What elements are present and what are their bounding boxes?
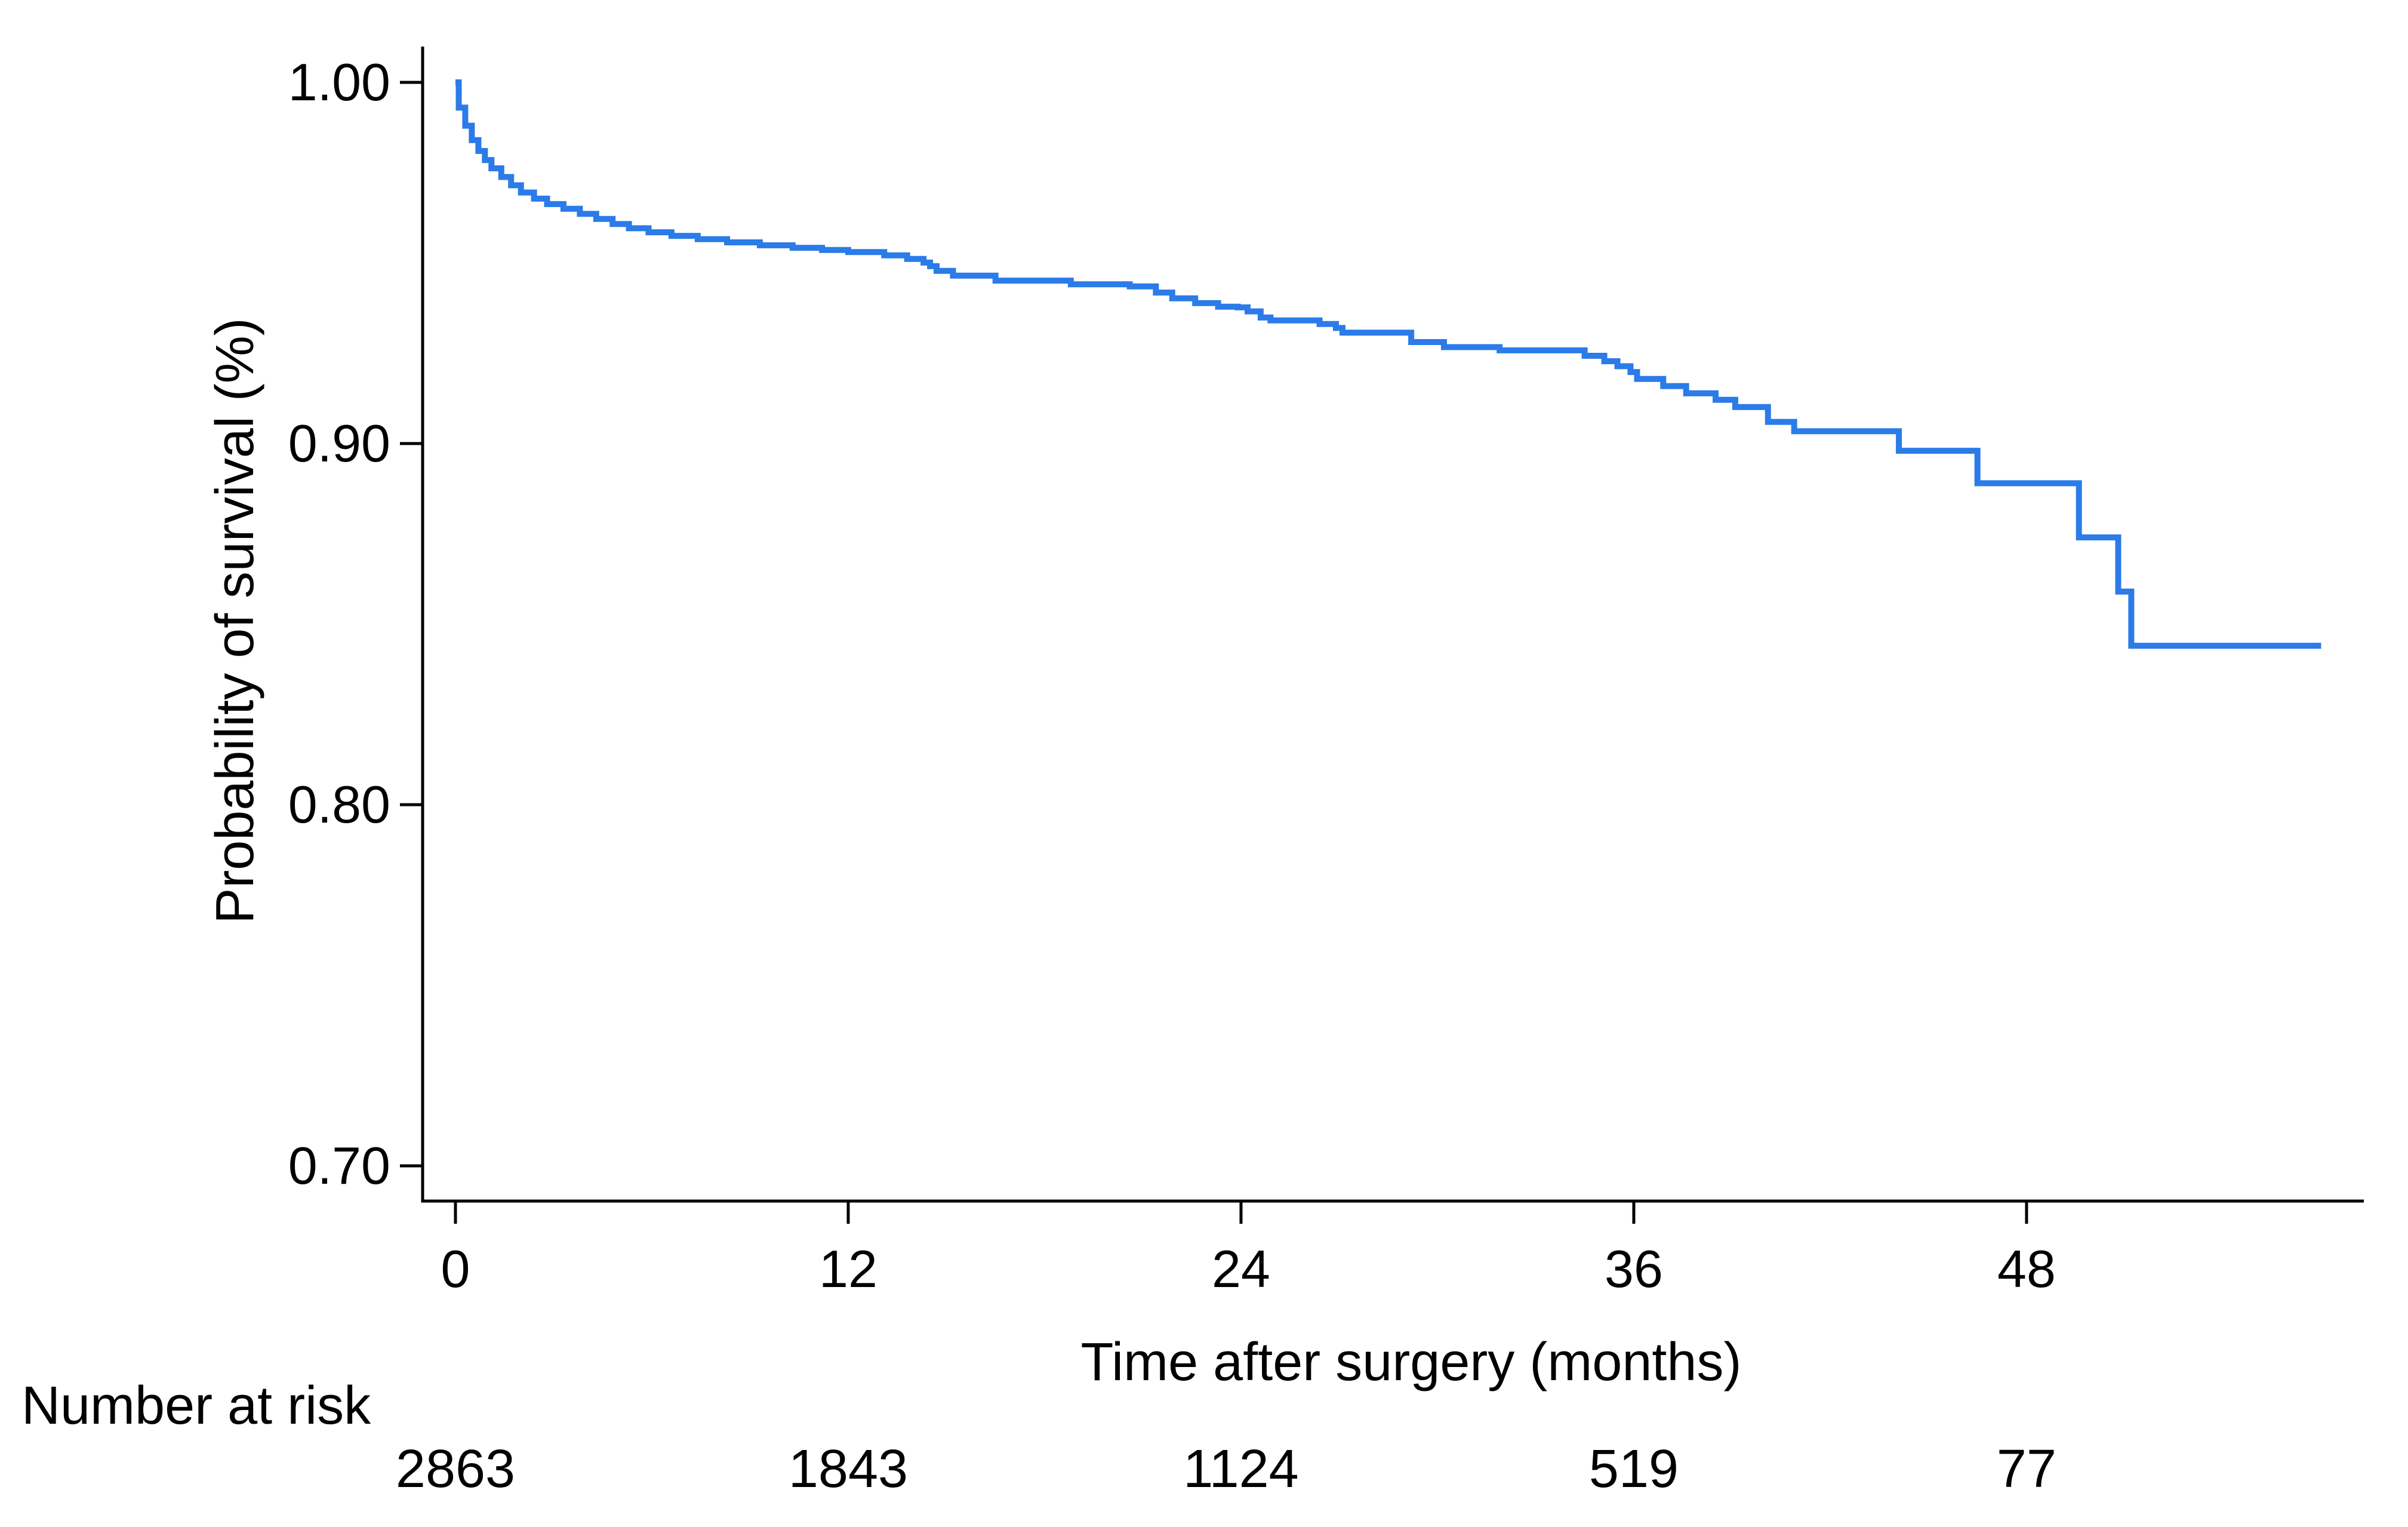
y-tick-label-0.70: 0.70 (288, 1136, 390, 1195)
x-tick-label-36: 36 (1605, 1239, 1663, 1298)
y-tick-label-1.00: 1.00 (288, 53, 390, 112)
axes-layer: 1.00 0.90 0.80 0.70 0 12 24 36 48 2863 1843 1124 519… (288, 47, 2364, 1499)
survival-curve (455, 79, 2321, 649)
x-axis-title: Time after surgery (months) (1081, 1332, 1742, 1392)
y-axis-title: Probability of survival (%) (205, 318, 265, 923)
risk-count-month-12: 1843 (789, 1439, 908, 1499)
y-tick-label-0.80: 0.80 (288, 775, 390, 834)
risk-count-month-0: 2863 (396, 1439, 515, 1499)
x-tick-label-0: 0 (441, 1239, 470, 1298)
x-tick-label-24: 24 (1212, 1239, 1270, 1298)
risk-table-label: Number at risk (21, 1376, 371, 1436)
risk-count-month-24: 1124 (1183, 1439, 1299, 1499)
risk-count-month-48: 77 (1997, 1439, 2056, 1499)
x-tick-label-48: 48 (1997, 1239, 2056, 1298)
x-tick-label-12: 12 (819, 1239, 877, 1298)
curve-layer (455, 79, 2321, 649)
y-tick-label-0.90: 0.90 (288, 414, 390, 473)
risk-count-month-36: 519 (1589, 1439, 1679, 1499)
